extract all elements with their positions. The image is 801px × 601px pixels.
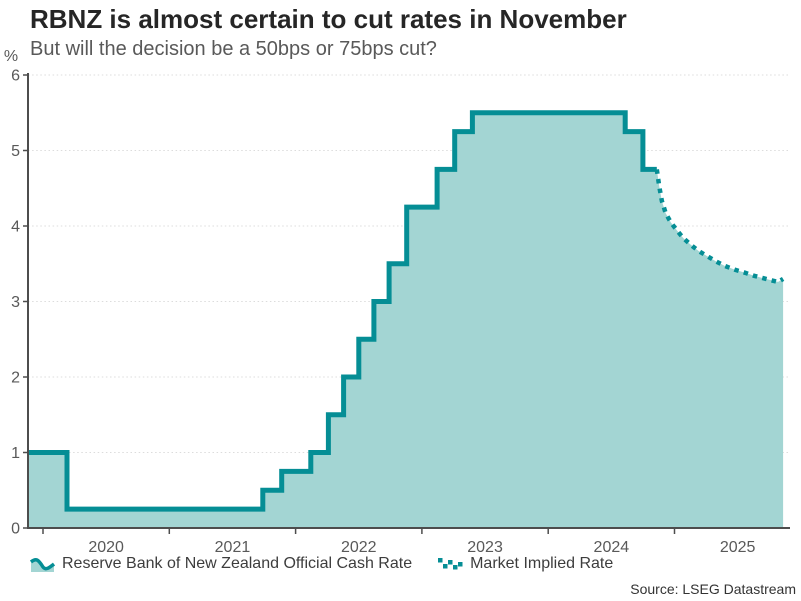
y-tick-label-2: 2 (11, 370, 20, 387)
x-tick-label-2022: 2022 (341, 539, 377, 556)
dotted-line-icon (438, 557, 463, 569)
y-tick-label-0: 0 (11, 521, 20, 538)
y-tick-label-5: 5 (11, 143, 20, 160)
rate-chart-plot: 0 1 2 3 4 5 6% 2020 2021 2022 2023 2024 2025 (4, 48, 790, 556)
legend-item-official-cash-rate: Reserve Bank of New Zealand Official Cas… (30, 555, 412, 573)
legend-label-market-implied: Market Implied Rate (470, 555, 614, 572)
legend-label-official-cash-rate: Reserve Bank of New Zealand Official Cas… (62, 555, 413, 572)
chart-title: RBNZ is almost certain to cut rates in N… (30, 4, 627, 34)
y-tick-label-1: 1 (11, 445, 20, 462)
y-tick-label-3: 3 (11, 294, 20, 311)
y-tick-label-4: 4 (11, 219, 20, 236)
x-tick-label-2021: 2021 (215, 539, 251, 556)
solid-wavy-line-icon (30, 557, 55, 572)
chart-subtitle: But will the decision be a 50bps or 75bp… (30, 38, 437, 60)
x-tick-label-2020: 2020 (88, 539, 124, 556)
official-cash-rate-line (27, 110, 657, 512)
x-tick-label-2024: 2024 (594, 539, 630, 556)
legend: Reserve Bank of New Zealand Official Cas… (30, 555, 613, 573)
source-credit: Source: LSEG Datastream (630, 581, 796, 597)
y-axis-unit-label: % (4, 48, 18, 65)
y-tick-label-6: 6 (11, 68, 20, 85)
x-tick-label-2023: 2023 (467, 539, 503, 556)
area-fill (27, 112, 784, 529)
market-implied-rate-line (654, 169, 785, 285)
x-tick-label-2025: 2025 (720, 539, 756, 556)
legend-item-market-implied: Market Implied Rate (438, 555, 613, 573)
